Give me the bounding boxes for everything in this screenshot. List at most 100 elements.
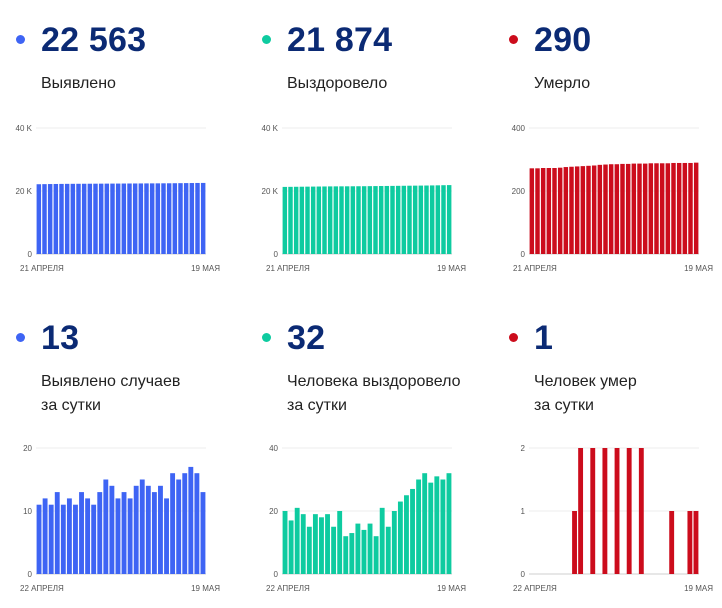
bar [36, 504, 42, 574]
series-dot [509, 333, 518, 342]
bar [59, 183, 64, 254]
bar [66, 498, 72, 574]
bar [654, 163, 659, 254]
bar [638, 448, 644, 574]
stat-panel-daily-recovered: 32 Человека выздоровело за сутки 0 20 40 22… [262, 320, 484, 593]
bar [379, 507, 385, 574]
y-tick-label: 40 [269, 444, 278, 453]
bar [293, 186, 299, 254]
bar [367, 186, 373, 254]
x-tick-label-end: 19 МАЯ [191, 264, 220, 273]
bar [361, 529, 367, 574]
bar [429, 185, 435, 254]
stat-header: 1 [509, 320, 722, 356]
bar [85, 498, 91, 574]
bar [355, 523, 361, 574]
bar [446, 473, 452, 574]
stat-label-line-1: Выявлено [41, 75, 116, 92]
stat-panel-daily-deaths: 1 Человек умер за сутки 0 1 2 22 АПРЕЛЯ 19 М… [509, 320, 722, 593]
bar [115, 183, 121, 254]
bar [306, 526, 312, 574]
stat-panel-detected: 22 563 Выявлено 0 20 K 40 K 21 АПРЕЛЯ 19 МАЯ [16, 22, 238, 273]
bar [648, 163, 654, 254]
bar [145, 485, 151, 574]
bar [183, 183, 189, 254]
y-tick-label: 0 [521, 250, 526, 259]
stat-label-line-2: за сутки [287, 397, 347, 414]
y-tick-label: 20 [269, 507, 278, 516]
y-tick-label: 0 [521, 570, 526, 579]
bar [572, 511, 577, 574]
y-tick-label: 0 [274, 570, 279, 579]
bar [188, 466, 194, 574]
bar [327, 186, 333, 254]
x-tick-label-end: 19 МАЯ [684, 264, 713, 273]
bar [178, 183, 183, 254]
series-dot [16, 333, 25, 342]
bar [300, 514, 306, 574]
series-dot [509, 35, 518, 44]
stat-header: 21 874 [262, 22, 484, 58]
bar [574, 166, 580, 254]
bar [87, 183, 93, 254]
bar [333, 186, 339, 254]
stat-value: 1 [534, 319, 554, 357]
stat-label-line-1: Выздоровело [287, 75, 388, 92]
bar [676, 162, 682, 254]
y-tick-label: 40 K [16, 124, 33, 133]
bar [665, 163, 671, 254]
bar [36, 184, 42, 254]
bar [626, 448, 632, 574]
x-tick-label-end: 19 МАЯ [191, 584, 220, 593]
bar [540, 168, 546, 254]
x-tick-label-end: 19 МАЯ [437, 584, 466, 593]
stat-label-line-2: за сутки [534, 397, 594, 414]
bar [110, 183, 115, 254]
bar [310, 186, 316, 254]
bar [410, 488, 415, 574]
x-tick-label-end: 19 МАЯ [437, 264, 466, 273]
bar [195, 182, 200, 254]
bar [557, 167, 563, 254]
bar [416, 479, 422, 574]
bar [79, 492, 84, 574]
stat-header: 32 [262, 320, 484, 356]
bar [602, 448, 608, 574]
bar [64, 183, 70, 254]
bar [529, 168, 535, 254]
bar [166, 183, 172, 254]
x-tick-label-start: 21 АПРЕЛЯ [20, 264, 64, 273]
y-tick-label: 40 K [262, 124, 279, 133]
bar [337, 511, 343, 574]
bar [687, 511, 693, 574]
bar [133, 485, 139, 574]
bar [384, 185, 390, 254]
bar [637, 163, 642, 254]
x-tick-label-end: 19 МАЯ [684, 584, 713, 593]
bar [200, 492, 206, 574]
bar [325, 514, 330, 574]
stat-label-line-1: Человека выздоровело [287, 373, 461, 390]
bar [53, 183, 59, 254]
bar [424, 185, 429, 254]
bar [139, 479, 145, 574]
bar [625, 163, 631, 254]
bar [614, 448, 620, 574]
bar [121, 492, 127, 574]
bar [441, 185, 446, 254]
bar [407, 185, 412, 254]
stat-panel-recovered: 21 874 Выздоровело 0 20 K 40 K 21 АПРЕЛЯ 19 … [262, 22, 484, 273]
bar [440, 479, 446, 574]
stat-panel-daily-detected: 13 Выявлено случаев за сутки 0 10 20 22 АПР… [16, 320, 238, 593]
bar [331, 526, 337, 574]
bar [144, 183, 149, 254]
bar [172, 183, 178, 254]
bar [349, 533, 355, 574]
stat-label-line-1: Человек умер [534, 373, 637, 390]
bar [316, 186, 322, 254]
bar [151, 492, 157, 574]
bar [343, 536, 349, 574]
bar [76, 183, 81, 254]
bar [552, 168, 557, 254]
bar [47, 184, 53, 254]
